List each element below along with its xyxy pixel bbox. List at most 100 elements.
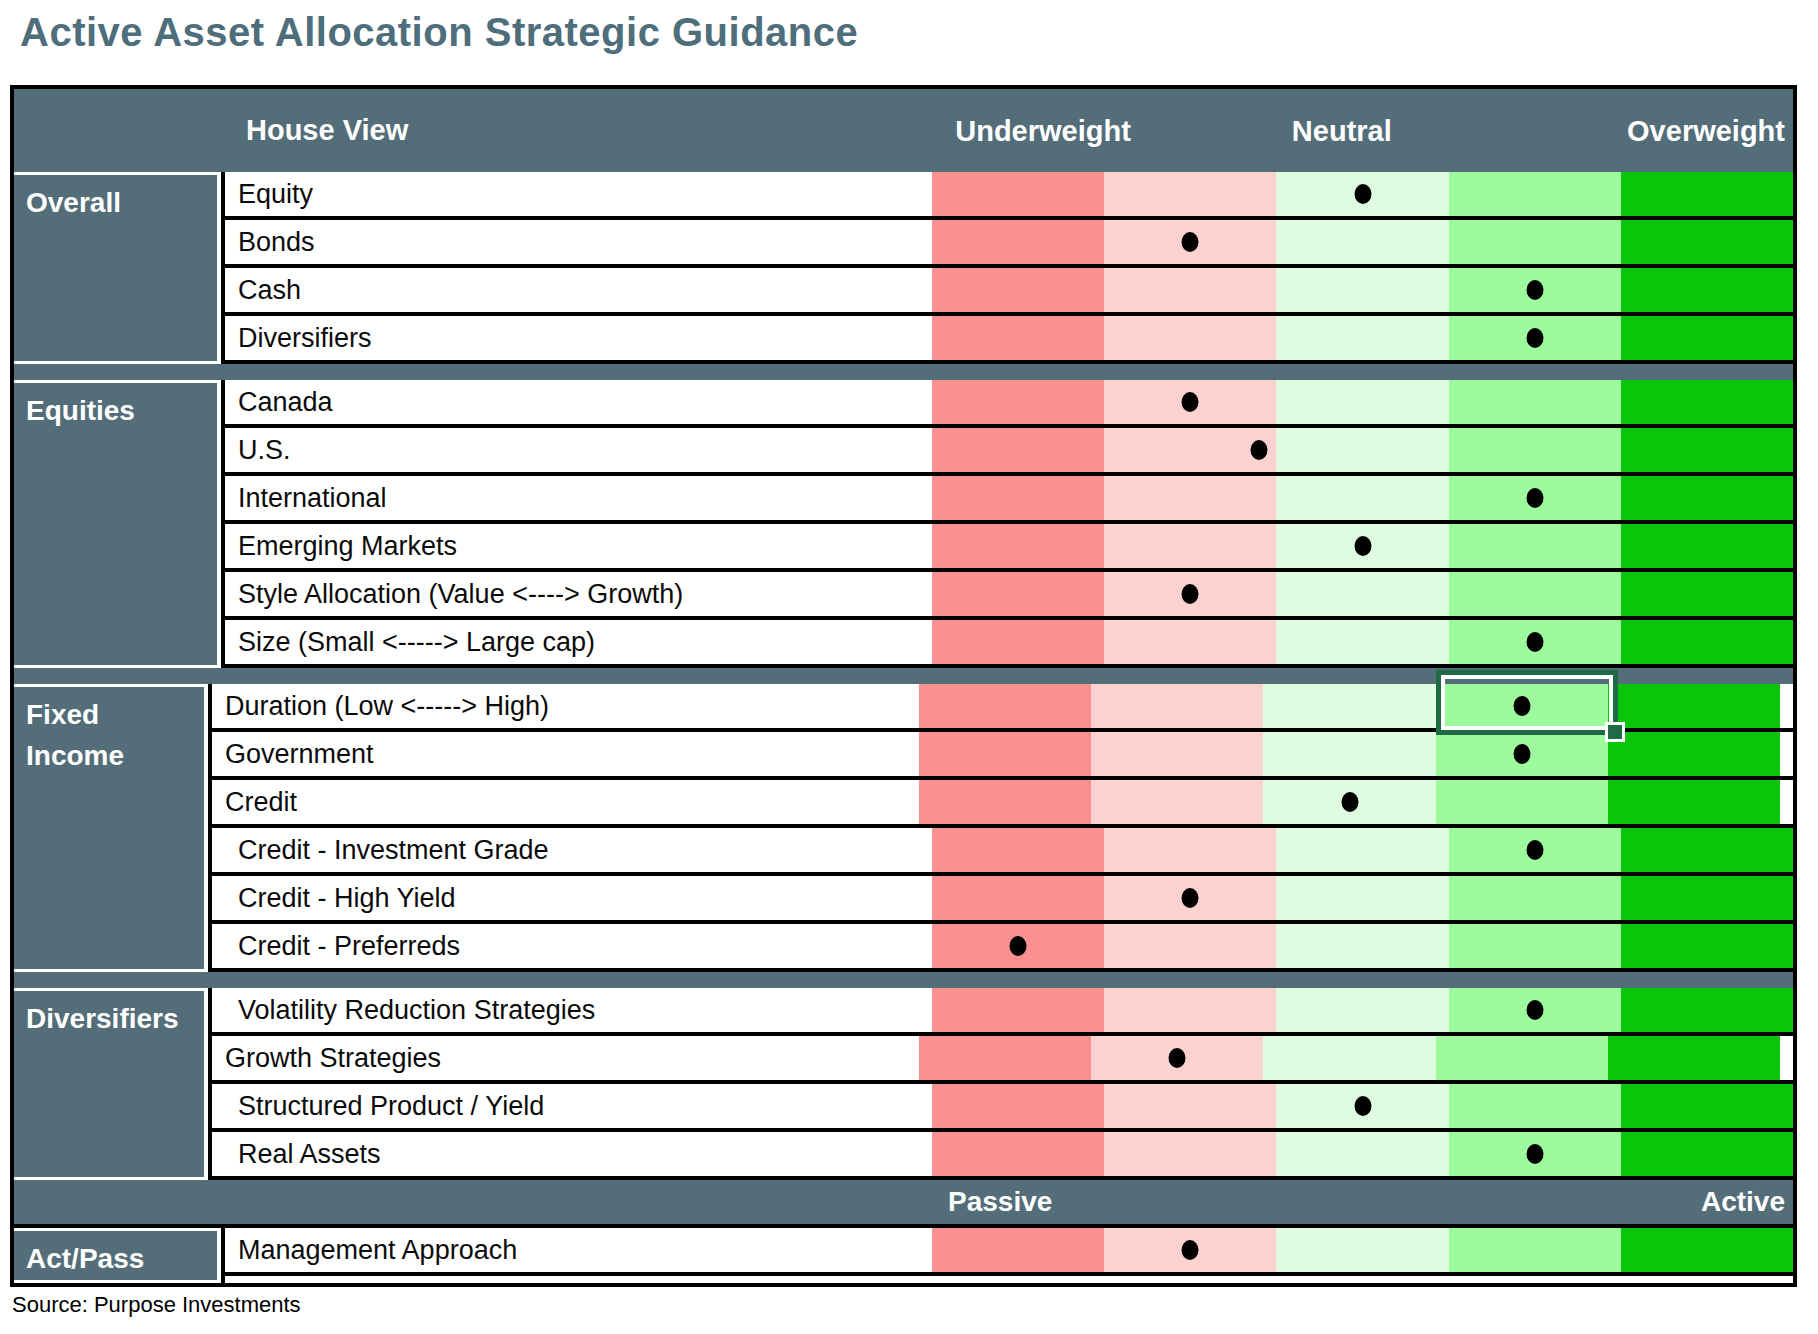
band-cell-3[interactable] — [1276, 828, 1448, 872]
band-cell-2[interactable] — [1104, 524, 1276, 568]
band-cell-4[interactable] — [1449, 572, 1621, 616]
band-cell-3[interactable] — [1276, 1132, 1448, 1176]
band-cell-3[interactable] — [1276, 988, 1448, 1032]
band-cell-4[interactable] — [1436, 1036, 1608, 1080]
row-label-cell[interactable]: Duration (Low <-----> High) — [212, 684, 919, 728]
row-label-cell[interactable]: Credit - High Yield — [212, 876, 932, 920]
band-cell-4[interactable] — [1449, 220, 1621, 264]
selection-fill-handle[interactable] — [1605, 722, 1625, 742]
band-cell-2[interactable] — [1091, 732, 1263, 776]
band-cell-3[interactable] — [1276, 1228, 1448, 1272]
band-cell-5[interactable] — [1621, 476, 1793, 520]
band-cell-3[interactable] — [1276, 620, 1448, 664]
band-cell-4[interactable] — [1449, 1084, 1621, 1128]
band-cell-5[interactable] — [1621, 1132, 1793, 1176]
band-cell-1[interactable] — [932, 316, 1104, 360]
row-label-cell[interactable]: Real Assets — [212, 1132, 932, 1176]
header-house-view[interactable]: House View — [246, 89, 408, 172]
band-cell-1[interactable] — [932, 476, 1104, 520]
row-label-cell[interactable]: International — [225, 476, 932, 520]
band-cell-5[interactable] — [1621, 1228, 1793, 1272]
band-cell-5[interactable] — [1621, 316, 1793, 360]
band-cell-2[interactable] — [1104, 172, 1276, 216]
band-cell-5[interactable] — [1621, 876, 1793, 920]
band-cell-5[interactable] — [1621, 828, 1793, 872]
row-label-cell[interactable]: Bonds — [225, 220, 932, 264]
band-cell-1[interactable] — [932, 828, 1104, 872]
band-cell-2[interactable] — [1104, 828, 1276, 872]
band-cell-5[interactable] — [1608, 732, 1780, 776]
band-cell-1[interactable] — [919, 732, 1091, 776]
band-cell-5[interactable] — [1621, 572, 1793, 616]
band-cell-4[interactable] — [1436, 780, 1608, 824]
band-cell-1[interactable] — [932, 1228, 1104, 1272]
band-cell-2[interactable] — [1104, 268, 1276, 312]
band-cell-3[interactable] — [1276, 220, 1448, 264]
band-cell-5[interactable] — [1608, 1036, 1780, 1080]
row-label-cell[interactable]: Growth Strategies — [212, 1036, 919, 1080]
band-cell-2[interactable] — [1104, 988, 1276, 1032]
band-cell-5[interactable] — [1621, 620, 1793, 664]
band-cell-1[interactable] — [932, 268, 1104, 312]
band-cell-4[interactable] — [1449, 876, 1621, 920]
band-cell-3[interactable] — [1276, 572, 1448, 616]
row-label-cell[interactable]: Credit - Preferreds — [212, 924, 932, 968]
band-cell-3[interactable] — [1263, 684, 1435, 728]
band-cell-5[interactable] — [1621, 380, 1793, 424]
band-cell-2[interactable] — [1104, 1132, 1276, 1176]
band-cell-1[interactable] — [932, 988, 1104, 1032]
group-label[interactable]: Overall — [14, 175, 217, 361]
row-label-cell[interactable]: Government — [212, 732, 919, 776]
band-cell-3[interactable] — [1276, 428, 1448, 472]
band-cell-2[interactable] — [1091, 684, 1263, 728]
group-label[interactable]: Act/Pass — [14, 1231, 217, 1280]
band-cell-4[interactable] — [1449, 172, 1621, 216]
band-cell-3[interactable] — [1276, 924, 1448, 968]
band-cell-1[interactable] — [932, 220, 1104, 264]
band-cell-1[interactable] — [932, 428, 1104, 472]
band-cell-5[interactable] — [1621, 1084, 1793, 1128]
band-cell-2[interactable] — [1104, 1084, 1276, 1128]
band-cell-1[interactable] — [932, 1132, 1104, 1176]
band-cell-5[interactable] — [1621, 924, 1793, 968]
band-cell-1[interactable] — [919, 1036, 1091, 1080]
band-cell-2[interactable] — [1091, 780, 1263, 824]
row-label-cell[interactable]: Diversifiers — [225, 316, 932, 360]
row-label-cell[interactable]: Equity — [225, 172, 932, 216]
band-cell-1[interactable] — [932, 380, 1104, 424]
group-label[interactable]: Equities — [14, 383, 217, 665]
row-label-cell[interactable]: Management Approach — [225, 1228, 932, 1272]
band-cell-2[interactable] — [1104, 924, 1276, 968]
band-cell-5[interactable] — [1608, 684, 1780, 728]
group-label[interactable]: Fixed Income — [14, 687, 204, 969]
header-underweight[interactable]: Underweight — [955, 114, 1131, 147]
band-cell-4[interactable] — [1449, 428, 1621, 472]
band-cell-5[interactable] — [1621, 172, 1793, 216]
band-cell-1[interactable] — [932, 572, 1104, 616]
band-cell-1[interactable] — [932, 876, 1104, 920]
group-label[interactable]: Diversifiers — [14, 991, 204, 1177]
band-cell-2[interactable] — [1104, 476, 1276, 520]
row-label-cell[interactable]: Structured Product / Yield — [212, 1084, 932, 1128]
band-cell-1[interactable] — [932, 524, 1104, 568]
row-label-cell[interactable]: Style Allocation (Value <----> Growth) — [225, 572, 932, 616]
row-label-cell[interactable]: Credit - Investment Grade — [212, 828, 932, 872]
band-cell-3[interactable] — [1263, 732, 1435, 776]
header-neutral[interactable]: Neutral — [1292, 114, 1392, 147]
header-overweight[interactable]: Overweight — [1627, 114, 1785, 147]
band-cell-5[interactable] — [1608, 780, 1780, 824]
row-label-cell[interactable]: Emerging Markets — [225, 524, 932, 568]
band-cell-3[interactable] — [1263, 1036, 1435, 1080]
band-cell-5[interactable] — [1621, 268, 1793, 312]
band-cell-4[interactable] — [1449, 1228, 1621, 1272]
row-label-cell[interactable]: Canada — [225, 380, 932, 424]
band-cell-3[interactable] — [1276, 268, 1448, 312]
band-cell-4[interactable] — [1449, 524, 1621, 568]
band-cell-1[interactable] — [919, 684, 1091, 728]
band-cell-3[interactable] — [1276, 476, 1448, 520]
band-cell-4[interactable] — [1449, 924, 1621, 968]
band-cell-5[interactable] — [1621, 220, 1793, 264]
band-cell-2[interactable] — [1104, 316, 1276, 360]
band-cell-3[interactable] — [1276, 316, 1448, 360]
band-cell-1[interactable] — [919, 780, 1091, 824]
